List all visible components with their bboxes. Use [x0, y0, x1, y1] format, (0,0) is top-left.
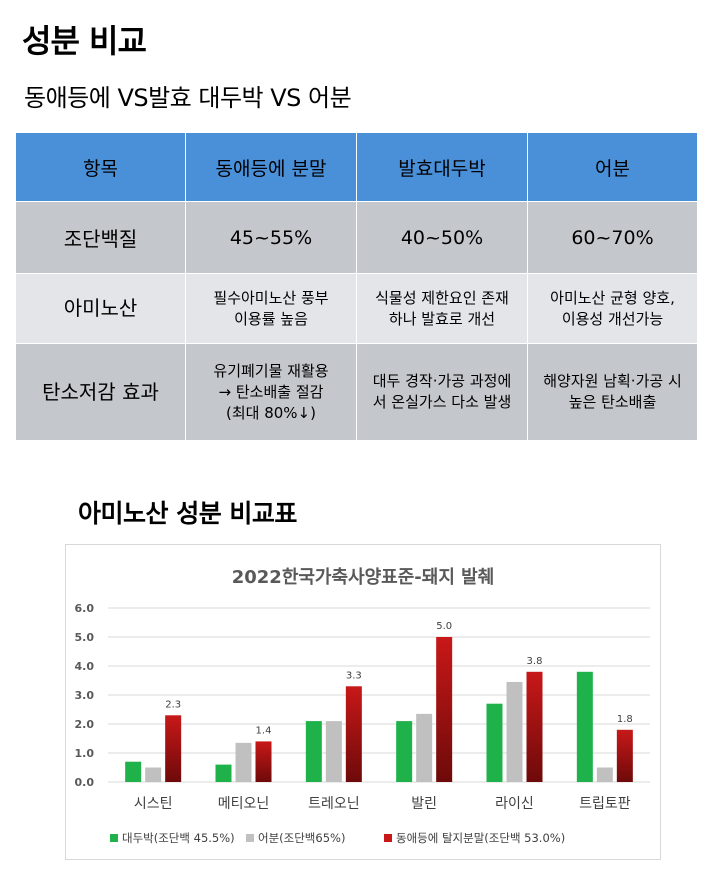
chart-svg: 2022한국가축사양표준-돼지 발췌 0.0 1.0 2.0 3.0 4.0 5.0 6.0 2… — [75, 567, 650, 845]
data-label: 2.3 — [165, 699, 181, 710]
x-tick-label: 시스틴 — [134, 796, 173, 812]
bar — [436, 637, 453, 782]
row-label: 탄소저감 효과 — [15, 343, 186, 441]
y-tick-label: 3.0 — [75, 689, 95, 702]
amino-acid-chart: 2022한국가축사양표준-돼지 발췌 0.0 1.0 2.0 3.0 4.0 5.0 6.0 2… — [65, 544, 661, 860]
x-tick-label: 발린 — [411, 796, 437, 812]
table-cell: 40~50% — [356, 201, 528, 274]
row-label: 조단백질 — [15, 201, 186, 274]
bar — [145, 767, 162, 782]
bar — [305, 721, 322, 782]
legend-swatch — [246, 834, 254, 842]
legend-label: 어분(조단백65%) — [258, 831, 345, 845]
y-tick-label: 6.0 — [75, 602, 95, 615]
bar — [345, 686, 362, 782]
section-title: 아미노산 성분 비교표 — [78, 499, 297, 528]
table-row: 아미노산 필수아미노산 풍부 이용률 높음 식물성 제한요인 존재 하나 발효로 개… — [15, 273, 698, 344]
legend-swatch — [384, 834, 392, 842]
comparison-table: 항목 동애등에 분말 발효대두박 어분 조단백질 45~55% 40~50% 6… — [15, 132, 698, 441]
table-row: 탄소저감 효과 유기폐기물 재활용 → 탄소배출 절감 (최대 80%↓) 대두 경… — [15, 343, 698, 441]
x-tick-label: 트립토판 — [579, 796, 631, 812]
table-cell: 유기폐기물 재활용 → 탄소배출 절감 (최대 80%↓) — [185, 343, 357, 441]
table-cell: 필수아미노산 풍부 이용률 높음 — [185, 273, 357, 344]
data-label: 1.4 — [256, 725, 272, 736]
table-cell: 식물성 제한요인 존재 하나 발효로 개선 — [356, 273, 528, 344]
table-header-row: 항목 동애등에 분말 발효대두박 어분 — [15, 132, 698, 202]
data-label: 5.0 — [436, 621, 452, 632]
chart-title: 2022한국가축사양표준-돼지 발췌 — [232, 567, 495, 588]
y-tick-label: 5.0 — [75, 631, 95, 644]
legend-swatch — [110, 834, 118, 842]
row-label: 아미노산 — [15, 273, 186, 344]
page-subtitle: 동애등에 VS발효 대두박 VS 어분 — [24, 84, 352, 112]
data-label: 3.8 — [527, 656, 543, 667]
bar — [576, 671, 593, 782]
bar — [165, 715, 182, 782]
x-tick-label: 메티오닌 — [218, 796, 270, 812]
bar — [506, 681, 523, 782]
table-cell: 45~55% — [185, 201, 357, 274]
bar — [255, 741, 272, 782]
bar — [125, 761, 142, 782]
y-tick-label: 0.0 — [75, 776, 95, 789]
table-cell: 대두 경작·가공 과정에 서 온실가스 다소 발생 — [356, 343, 528, 441]
y-tick-label: 1.0 — [75, 747, 95, 760]
x-tick-label: 라이신 — [495, 796, 534, 812]
table-cell: 아미노산 균형 양호, 이용성 개선가능 — [527, 273, 698, 344]
bar — [215, 764, 232, 782]
legend-label: 대두박(조단백 45.5%) — [122, 831, 235, 845]
table-cell: 60~70% — [527, 201, 698, 274]
bar — [416, 713, 433, 782]
table-row: 조단백질 45~55% 40~50% 60~70% — [15, 201, 698, 274]
bar — [325, 721, 342, 782]
table-header-cell: 어분 — [527, 132, 698, 202]
page-title: 성분 비교 — [22, 22, 147, 60]
data-label: 3.3 — [346, 670, 362, 681]
bar — [396, 721, 413, 782]
bar — [616, 729, 633, 782]
bar — [235, 742, 252, 782]
y-tick-label: 2.0 — [75, 718, 95, 731]
bar — [486, 703, 503, 782]
data-label: 1.8 — [617, 714, 633, 725]
table-header-cell: 항목 — [15, 132, 186, 202]
x-tick-label: 트레오닌 — [308, 796, 360, 812]
bar — [526, 671, 543, 782]
table-header-cell: 동애등에 분말 — [185, 132, 357, 202]
y-tick-label: 4.0 — [75, 660, 95, 673]
table-header-cell: 발효대두박 — [356, 132, 528, 202]
legend-label: 동애등에 탈지분말(조단백 53.0%) — [396, 831, 565, 845]
bar — [596, 767, 613, 782]
table-cell: 해양자원 남획·가공 시 높은 탄소배출 — [527, 343, 698, 441]
